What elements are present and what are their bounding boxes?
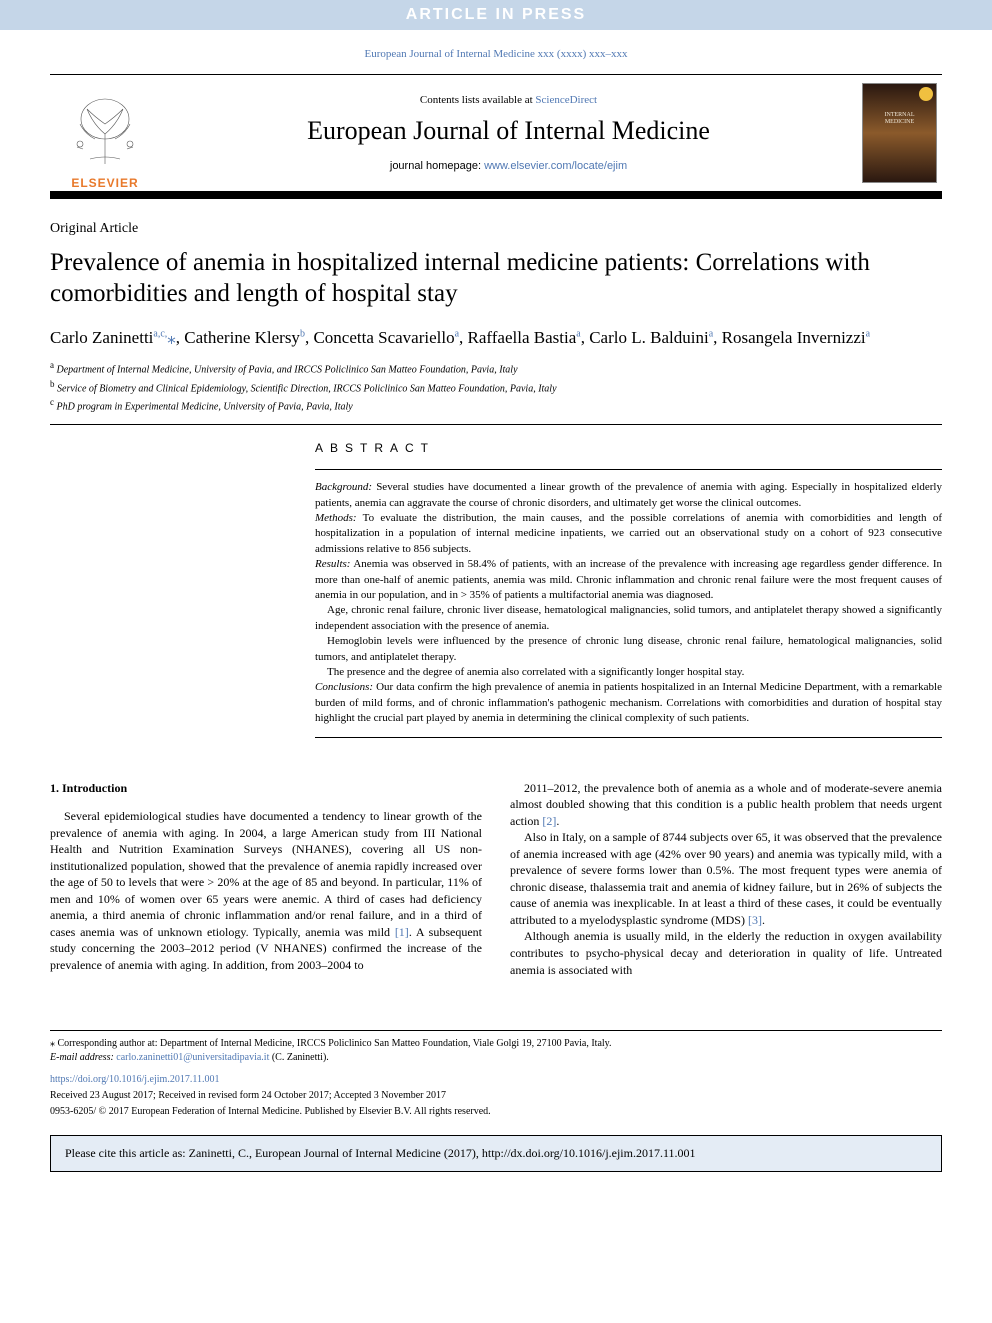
divider (50, 424, 942, 425)
abstract-heading: ABSTRACT (315, 441, 942, 455)
body-paragraph: 2011–2012, the prevalence both of anemia… (510, 780, 942, 830)
contents-available: Contents lists available at ScienceDirec… (420, 94, 597, 106)
publisher-name: ELSEVIER (71, 176, 138, 190)
cover-title-1: INTERNAL (885, 112, 915, 119)
body-paragraph: Several epidemiological studies have doc… (50, 808, 482, 973)
footer: ⁎ Corresponding author at: Department of… (50, 1030, 942, 1119)
affiliations: a Department of Internal Medicine, Unive… (50, 359, 942, 414)
abstract-paragraph: Hemoglobin levels were influenced by the… (315, 634, 942, 665)
header-band: ELSEVIER Contents lists available at Sci… (50, 74, 942, 193)
homepage-prefix: journal homepage: (390, 160, 484, 172)
abstract-paragraph: Background: Several studies have documen… (315, 480, 942, 511)
received-line: Received 23 August 2017; Received in rev… (50, 1089, 942, 1103)
cite-box: Please cite this article as: Zaninetti, … (50, 1135, 942, 1172)
section-heading: 1. Introduction (50, 780, 482, 797)
journal-name: European Journal of Internal Medicine (307, 116, 710, 146)
journal-cover-thumb: INTERNAL MEDICINE (857, 75, 942, 191)
article-title: Prevalence of anemia in hospitalized int… (50, 247, 942, 310)
copyright-line: 0953-6205/ © 2017 European Federation of… (50, 1105, 942, 1119)
ref-link[interactable]: [3] (748, 913, 762, 927)
journal-reference: European Journal of Internal Medicine xx… (0, 30, 992, 74)
abstract-body: Background: Several studies have documen… (315, 469, 942, 737)
contents-prefix: Contents lists available at (420, 94, 535, 106)
elsevier-tree-icon (60, 84, 150, 174)
col1-text: Several epidemiological studies have doc… (50, 808, 482, 973)
homepage-link[interactable]: www.elsevier.com/locate/ejim (484, 160, 627, 172)
article-type: Original Article (50, 221, 942, 237)
email-label: E-mail address: (50, 1052, 114, 1063)
author-list: Carlo Zaninettia,c,⁎, Catherine Klersyb,… (50, 326, 942, 350)
check-badge-icon (919, 87, 933, 101)
content-area: Original Article Prevalence of anemia in… (0, 199, 992, 990)
section-number: 1. (50, 781, 59, 795)
abstract-section: ABSTRACT Background: Several studies hav… (315, 435, 942, 743)
abstract-paragraph: Methods: To evaluate the distribution, t… (315, 511, 942, 557)
email-name: (C. Zaninetti). (269, 1052, 328, 1063)
body-paragraph: Although anemia is usually mild, in the … (510, 928, 942, 978)
ref-link[interactable]: [2] (542, 814, 556, 828)
doi-link[interactable]: https://doi.org/10.1016/j.ejim.2017.11.0… (50, 1074, 219, 1085)
cover-title-2: MEDICINE (885, 119, 914, 126)
article-in-press-banner: ARTICLE IN PRESS (0, 0, 992, 30)
abstract-paragraph: The presence and the degree of anemia al… (315, 665, 942, 680)
corresponding-author: ⁎ Corresponding author at: Department of… (50, 1037, 942, 1051)
affiliation: c PhD program in Experimental Medicine, … (50, 396, 942, 414)
column-right: 2011–2012, the prevalence both of anemia… (510, 780, 942, 979)
sciencedirect-link[interactable]: ScienceDirect (535, 94, 597, 106)
ref-link[interactable]: [1] (395, 925, 409, 939)
affiliation: b Service of Biometry and Clinical Epide… (50, 378, 942, 396)
body-paragraph: Also in Italy, on a sample of 8744 subje… (510, 829, 942, 928)
journal-homepage: journal homepage: www.elsevier.com/locat… (390, 160, 627, 172)
abstract-paragraph: Age, chronic renal failure, chronic live… (315, 603, 942, 634)
doi-line: https://doi.org/10.1016/j.ejim.2017.11.0… (50, 1073, 942, 1087)
publisher-logo: ELSEVIER (50, 75, 160, 191)
col2-text: 2011–2012, the prevalence both of anemia… (510, 780, 942, 979)
affiliation: a Department of Internal Medicine, Unive… (50, 359, 942, 377)
body-columns: 1. Introduction Several epidemiological … (50, 780, 942, 979)
email-line: E-mail address: carlo.zaninetti01@univer… (50, 1051, 942, 1065)
header-center: Contents lists available at ScienceDirec… (160, 75, 857, 191)
abstract-paragraph: Results: Anemia was observed in 58.4% of… (315, 557, 942, 603)
cover-image: INTERNAL MEDICINE (862, 83, 937, 183)
email-link[interactable]: carlo.zaninetti01@universitadipavia.it (116, 1052, 269, 1063)
abstract-paragraph: Conclusions: Our data confirm the high p… (315, 680, 942, 726)
column-left: 1. Introduction Several epidemiological … (50, 780, 482, 979)
section-title: Introduction (62, 781, 127, 795)
